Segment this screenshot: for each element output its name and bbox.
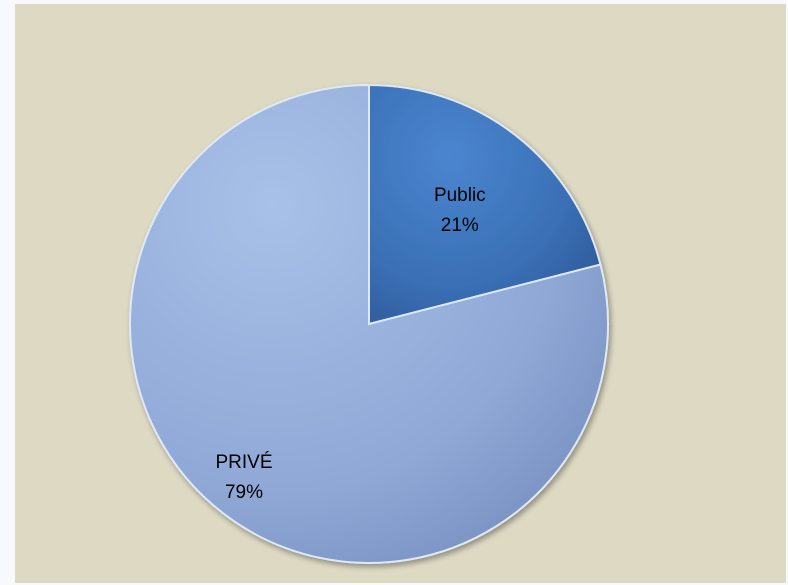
slice-label: Public (434, 185, 486, 206)
slice-label: PRIVÉ (215, 452, 272, 473)
slice-percent-label: 21% (441, 215, 479, 236)
slice-percent-label: 79% (225, 482, 263, 503)
pie-slice-priv- (129, 83, 609, 564)
chart-area: Public 21% PRIVÉ 79% (15, 4, 786, 583)
pie-chart: Public 21% PRIVÉ 79% (129, 83, 609, 564)
pie-slice-public (368, 83, 602, 326)
